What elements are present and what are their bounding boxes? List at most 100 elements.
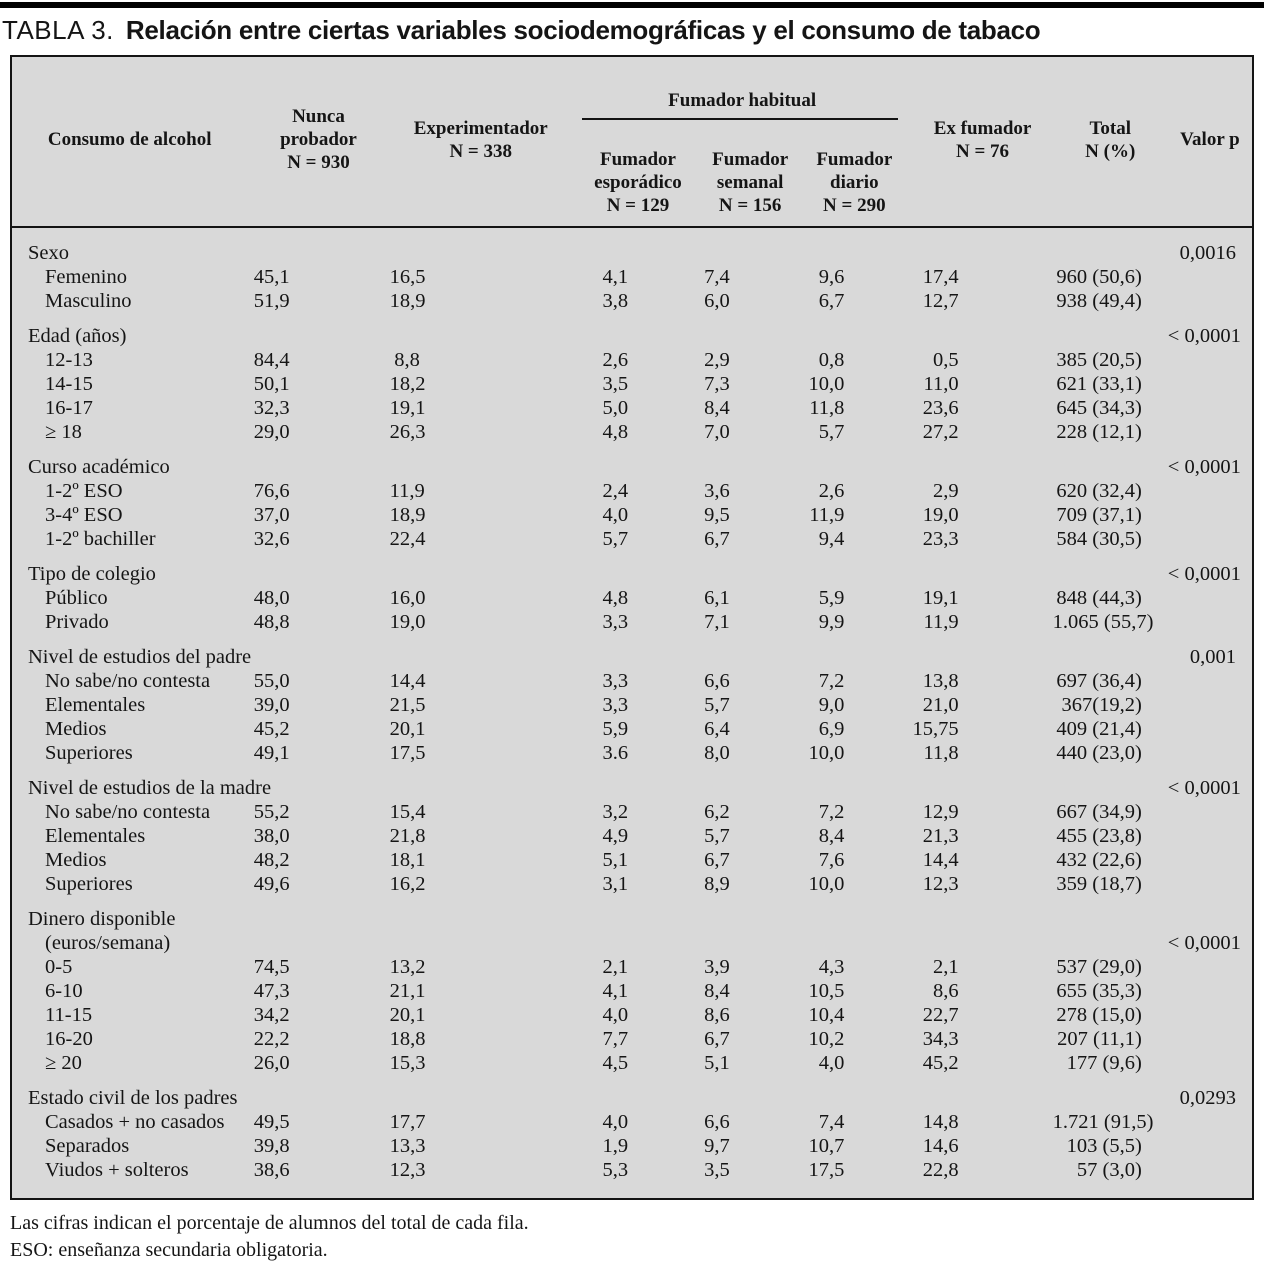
cell-value: 55,0 (253, 670, 290, 692)
section-label: Edad (años) (28, 325, 127, 347)
cell-value: 17,7 (389, 1111, 426, 1133)
row-label: Femenino (45, 266, 127, 288)
cell-value: 7,0 (704, 421, 730, 443)
top-rule (0, 2, 1264, 8)
row-label: Separados (45, 1135, 130, 1157)
cell-value: 10,0 (808, 373, 845, 395)
table-row: 0-5 74,5 13,2 2,1 3,9 4,3 2,1 537 (29,0) (11, 955, 1253, 979)
cell-value: 4,0 (602, 1004, 629, 1026)
cell-value: 3,3 (602, 611, 629, 633)
section-header-row: Nivel de estudios del padre 0,001 (11, 634, 1253, 669)
row-label: 16-17 (45, 397, 93, 419)
row-label: Medios (45, 718, 107, 740)
cell-value: 21,1 (389, 980, 426, 1002)
cell-value: 8,6 (704, 1004, 730, 1026)
cell-value: 14,8 (922, 1111, 959, 1133)
cell-value: 39,8 (253, 1135, 290, 1157)
table-row: 3-4º ESO 37,0 18,9 4,0 9,5 11,9 19,0 709 (37,1) (11, 503, 1253, 527)
cell-value: 2,4 (602, 480, 629, 502)
cell-value: 440 (23,0) (1056, 742, 1142, 764)
p-value: 0,001 (1189, 646, 1236, 668)
cell-empty-p (1168, 610, 1253, 634)
header-fumador-habitual: Fumador habitual (572, 56, 913, 143)
cell-value: 20,1 (389, 718, 426, 740)
cell-value: 6,1 (704, 587, 730, 609)
cell-empty-p (1168, 348, 1253, 372)
row-label: ≥ 18 (45, 421, 82, 443)
cell-value: 5,7 (704, 694, 730, 716)
cell-value: 10,7 (808, 1135, 845, 1157)
cell-value: 38,0 (253, 825, 290, 847)
cell-value: 3,3 (602, 670, 629, 692)
cell-value: 29,0 (253, 421, 290, 443)
cell-value: 8,0 (704, 742, 730, 764)
cell-value: 9,4 (818, 528, 845, 550)
row-label: Elementales (45, 825, 146, 847)
cell-value: 4,8 (602, 421, 629, 443)
cell-value: 2,9 (704, 349, 730, 371)
table-row: ≥ 18 29,0 26,3 4,8 7,0 5,7 27,2 228 (12,1) (11, 420, 1253, 444)
cell-value: 45,2 (922, 1052, 959, 1074)
table-row: Viudos + solteros 38,6 12,3 5,3 3,5 17,5 22,8 5… (11, 1158, 1253, 1199)
cell-value: 6,7 (704, 849, 730, 871)
cell-empty-p (1168, 586, 1253, 610)
header-experimentador: Experimentador N = 338 (389, 56, 572, 228)
cell-empty-p (1168, 717, 1253, 741)
row-label: Superiores (45, 742, 133, 764)
table-row: Superiores 49,6 16,2 3,1 8,9 10,0 12,3 359 (18,… (11, 872, 1253, 896)
cell-value: 23,6 (922, 397, 959, 419)
cell-value: 45,1 (253, 266, 290, 288)
cell-value: 432 (22,6) (1056, 849, 1142, 871)
cell-value: 48,8 (253, 611, 290, 633)
table-row: Femenino 45,1 16,5 4,1 7,4 9,6 17,4 960 (50,6) (11, 265, 1253, 289)
cell-value: 11,0 (923, 373, 959, 395)
cell-empty-p (1168, 372, 1253, 396)
header-consumo-alcohol: Consumo de alcohol (11, 56, 248, 228)
cell-value: 16,2 (389, 873, 426, 895)
cell-value: 655 (35,3) (1056, 980, 1142, 1002)
cell-value: 7,4 (704, 266, 730, 288)
cell-value: 207 (11,1) (1057, 1028, 1142, 1050)
cell-value: 49,1 (253, 742, 290, 764)
cell-value: 2,6 (818, 480, 845, 502)
cell-value: 27,2 (922, 421, 959, 443)
cell-value: 16,5 (389, 266, 426, 288)
cell-value: 50,1 (253, 373, 290, 395)
section-header-row: Nivel de estudios de la madre < 0,0001 (11, 765, 1253, 800)
cell-empty-p (1168, 1051, 1253, 1075)
row-label: Elementales (45, 694, 146, 716)
cell-value: 8,4 (818, 825, 845, 847)
cell-empty-p (1168, 527, 1253, 551)
cell-value: 4,3 (818, 956, 845, 978)
header-fumador-habitual-label: Fumador habitual (668, 90, 817, 111)
row-label: 12-13 (45, 349, 93, 371)
cell-value: 621 (33,1) (1056, 373, 1142, 395)
cell-value: 19,0 (389, 611, 426, 633)
table-title: TABLA 3. Relación entre ciertas variables… (2, 15, 1264, 46)
table-row: ≥ 20 26,0 15,3 4,5 5,1 4,0 45,2 177 (9,6) (11, 1051, 1253, 1075)
section-header-row: (euros/semana) < 0,0001 (11, 931, 1253, 955)
cell-value: 37,0 (253, 504, 290, 526)
cell-value: 11,9 (923, 611, 959, 633)
row-label: 11-15 (45, 1004, 93, 1026)
cell-value: 4,5 (602, 1052, 629, 1074)
section-header-row: Dinero disponible (11, 896, 1253, 931)
cell-value: 12,7 (922, 290, 959, 312)
cell-value: 6,0 (704, 290, 730, 312)
cell-value: 3,8 (602, 290, 629, 312)
cell-value: 2,6 (602, 349, 629, 371)
table-row: 1-2º bachiller 32,6 22,4 5,7 6,7 9,4 23,3 584 (… (11, 527, 1253, 551)
cell-value: 13,3 (389, 1135, 426, 1157)
table-row: Elementales 39,0 21,5 3,3 5,7 9,0 21,0 367(19,2… (11, 693, 1253, 717)
cell-value: 8,4 (704, 980, 730, 1002)
section-header-row: Sexo 0,0016 (11, 227, 1253, 265)
p-value: < 0,0001 (1167, 563, 1241, 585)
row-label: 16-20 (45, 1028, 93, 1050)
section-label: Sexo (28, 242, 69, 264)
data-table: Consumo de alcohol Nunca probador N = 93… (10, 55, 1254, 1200)
cell-empty-p (1168, 1110, 1253, 1134)
cell-value: 9,5 (704, 504, 730, 526)
row-label: 3-4º ESO (45, 504, 123, 526)
cell-empty-p (1168, 1003, 1253, 1027)
cell-value: 4,1 (602, 266, 629, 288)
